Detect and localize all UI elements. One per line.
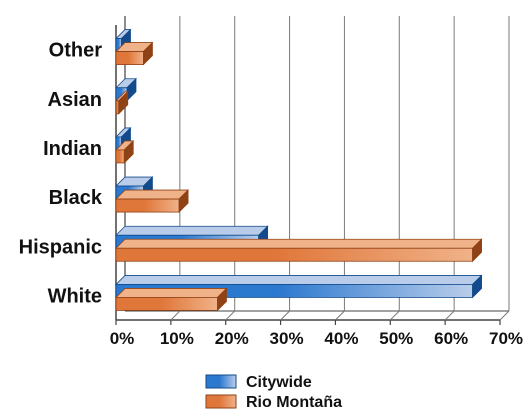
legend-citywide-label: Citywide (246, 374, 312, 391)
label-layer: 0% 10% 20% 30% 40% 50% 60% 70% Other Asian Indian B… (19, 40, 523, 348)
gridline-floor (335, 310, 345, 321)
category-label-hispanic: Hispanic (19, 236, 102, 258)
tick-label: 0% (110, 329, 135, 348)
bar-rio-monta-a-indian-end (123, 139, 134, 164)
bar-rio-monta-a-black (115, 198, 180, 213)
gridline-floor (225, 310, 236, 321)
gridline-floor (499, 310, 510, 321)
legend-rio-monta-a-label: Rio Montaña (246, 394, 342, 411)
tick-label: 10% (160, 329, 194, 348)
category-label-black: Black (49, 187, 103, 209)
bar-rio-monta-a-black-top (115, 189, 190, 200)
bar-rio-monta-a-hispanic-end (472, 238, 482, 263)
bar-rio-monta-a-other (115, 51, 144, 65)
bar-rio-monta-a-asian-end (118, 90, 129, 115)
tick-label: 40% (324, 329, 358, 348)
tick-label: 30% (270, 329, 304, 348)
category-label-asian: Asian (48, 89, 102, 111)
bar-rio-monta-a-black-end (178, 189, 189, 214)
tick-label: 50% (379, 329, 413, 348)
bar-layer (115, 28, 483, 312)
gridline-floor (170, 310, 181, 321)
gridline-floor (444, 310, 455, 321)
bar-rio-monta-a-hispanic (115, 247, 473, 262)
bar-rio-monta-a-white-end (217, 287, 227, 312)
gridline-floor (389, 310, 400, 321)
bar-citywide-white-end (472, 274, 482, 299)
legend: Citywide Rio Montaña (205, 374, 342, 411)
tick-label: 20% (215, 329, 249, 348)
tick-label: 60% (434, 329, 468, 348)
category-label-other: Other (49, 40, 103, 62)
bar-citywide-white-top (115, 275, 483, 285)
bar-rio-monta-a-other-end (143, 41, 153, 66)
legend-citywide-swatch (205, 374, 237, 389)
gridline-floor (280, 310, 290, 321)
bar-rio-monta-a-asian (115, 100, 120, 115)
bar-rio-monta-a-white (115, 297, 218, 311)
bar-citywide-hispanic-top (115, 225, 269, 236)
tick-label: 70% (489, 329, 523, 348)
category-label-white: White (48, 285, 102, 307)
bar-rio-monta-a-hispanic-top (115, 238, 483, 249)
grid-layer (115, 16, 510, 325)
bar-rio-monta-a-indian (115, 149, 125, 164)
legend-rio-monta-a-swatch (205, 394, 237, 409)
bar-rio-monta-a-white-top (115, 288, 228, 298)
category-label-indian: Indian (43, 138, 102, 160)
